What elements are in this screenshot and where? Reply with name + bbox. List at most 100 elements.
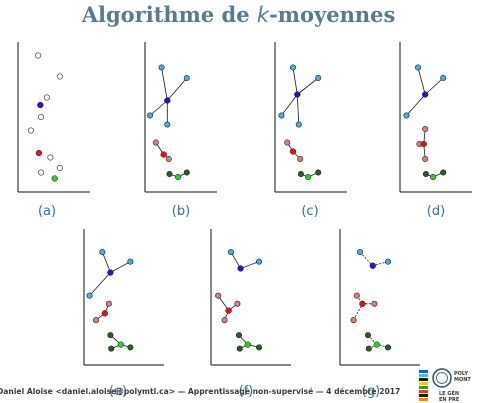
data-point	[221, 317, 228, 324]
data-point	[255, 344, 262, 351]
data-point	[107, 332, 114, 339]
logo-seal-inner	[436, 372, 448, 384]
data-point	[422, 171, 429, 178]
data-point	[315, 75, 322, 82]
centroid-red	[160, 151, 167, 158]
centroid-green	[174, 173, 182, 181]
assignment-line	[297, 77, 319, 95]
panel-label: (a)	[38, 204, 56, 219]
data-point	[56, 73, 63, 80]
assignment-line	[89, 272, 111, 296]
centroid-red	[35, 149, 43, 157]
data-point	[255, 258, 262, 265]
centroid-green	[117, 341, 124, 348]
centroid-green	[429, 173, 437, 181]
data-point	[297, 171, 304, 178]
assignment-line	[102, 251, 111, 273]
panel-1: (a)	[17, 42, 90, 219]
logo-line-1: POLY	[454, 371, 468, 377]
assignment-line	[230, 251, 241, 269]
title-prefix: Algorithme de	[81, 2, 257, 27]
data-point	[165, 156, 172, 163]
centroid-blue	[294, 91, 301, 98]
assignment-line	[281, 94, 298, 116]
data-point	[158, 64, 165, 71]
data-point	[108, 345, 115, 352]
assignment-line	[296, 94, 300, 125]
logo-line-4: EN PRE	[439, 397, 460, 403]
data-point	[127, 344, 134, 351]
logo-seal	[432, 368, 452, 388]
panel-label: (e)	[109, 384, 127, 399]
data-point	[356, 249, 363, 256]
logo-line-2: MONT	[454, 377, 471, 383]
logo: POLY MONT LE GÉN EN PRE	[419, 368, 471, 403]
centroid-red	[225, 307, 232, 314]
assignment-line	[424, 77, 444, 95]
footer-text: Daniel Aloise <daniel.aloise@polymtl.ca>…	[0, 387, 401, 396]
data-point	[99, 249, 106, 256]
data-point	[414, 64, 421, 71]
centroid-blue	[107, 269, 114, 276]
panel-label: (f)	[239, 384, 254, 399]
data-point	[127, 258, 134, 265]
data-point	[384, 258, 391, 265]
centroid-green	[244, 341, 251, 348]
panel-7: (g)	[339, 229, 420, 399]
data-point	[56, 165, 63, 172]
data-point	[215, 292, 222, 299]
data-point	[403, 112, 410, 119]
data-point	[295, 121, 302, 128]
data-point	[297, 156, 304, 163]
data-point	[228, 249, 235, 256]
data-point	[236, 345, 243, 352]
data-point	[364, 332, 371, 339]
data-point	[47, 154, 54, 161]
assignment-line	[417, 67, 426, 95]
centroid-green	[304, 173, 312, 181]
assignment-line	[110, 261, 131, 273]
panel-label: (g)	[362, 384, 380, 399]
data-point	[27, 127, 34, 134]
centroid-red	[101, 310, 108, 317]
panel-label: (d)	[427, 204, 445, 219]
centroid-red	[420, 140, 427, 148]
centroid-blue	[369, 262, 376, 269]
slide-title: Algorithme de k-moyennes	[0, 2, 477, 27]
data-point	[236, 332, 243, 339]
data-point	[278, 112, 285, 119]
assignment-line	[292, 67, 298, 95]
data-point	[166, 171, 173, 178]
data-point	[152, 139, 159, 146]
data-point	[38, 114, 45, 121]
data-point	[350, 317, 357, 324]
data-point	[315, 169, 322, 176]
assignment-line	[149, 100, 168, 116]
centroid-blue	[237, 265, 244, 272]
data-point	[38, 169, 45, 176]
panel-2: (b)	[144, 42, 217, 219]
data-point	[353, 292, 360, 299]
data-point	[422, 156, 429, 163]
data-point	[440, 169, 447, 176]
title-k: k	[256, 3, 270, 27]
data-point	[147, 112, 154, 119]
data-point	[86, 292, 93, 299]
assignment-line	[240, 261, 260, 269]
assignment-line	[406, 94, 426, 116]
panel-label: (b)	[172, 204, 190, 219]
data-point	[164, 121, 171, 128]
panel-6: (f)	[210, 229, 291, 399]
centroid-blue	[422, 91, 429, 98]
data-point	[35, 52, 42, 59]
data-point	[43, 94, 50, 101]
data-point	[183, 169, 190, 176]
data-point	[371, 300, 378, 307]
centroid-blue	[164, 97, 171, 104]
centroid-green	[373, 341, 380, 348]
logo-color-bars	[419, 370, 428, 401]
data-point	[422, 126, 429, 133]
panel-4: (d)	[399, 42, 472, 219]
data-point	[183, 75, 190, 82]
data-point	[365, 345, 372, 352]
